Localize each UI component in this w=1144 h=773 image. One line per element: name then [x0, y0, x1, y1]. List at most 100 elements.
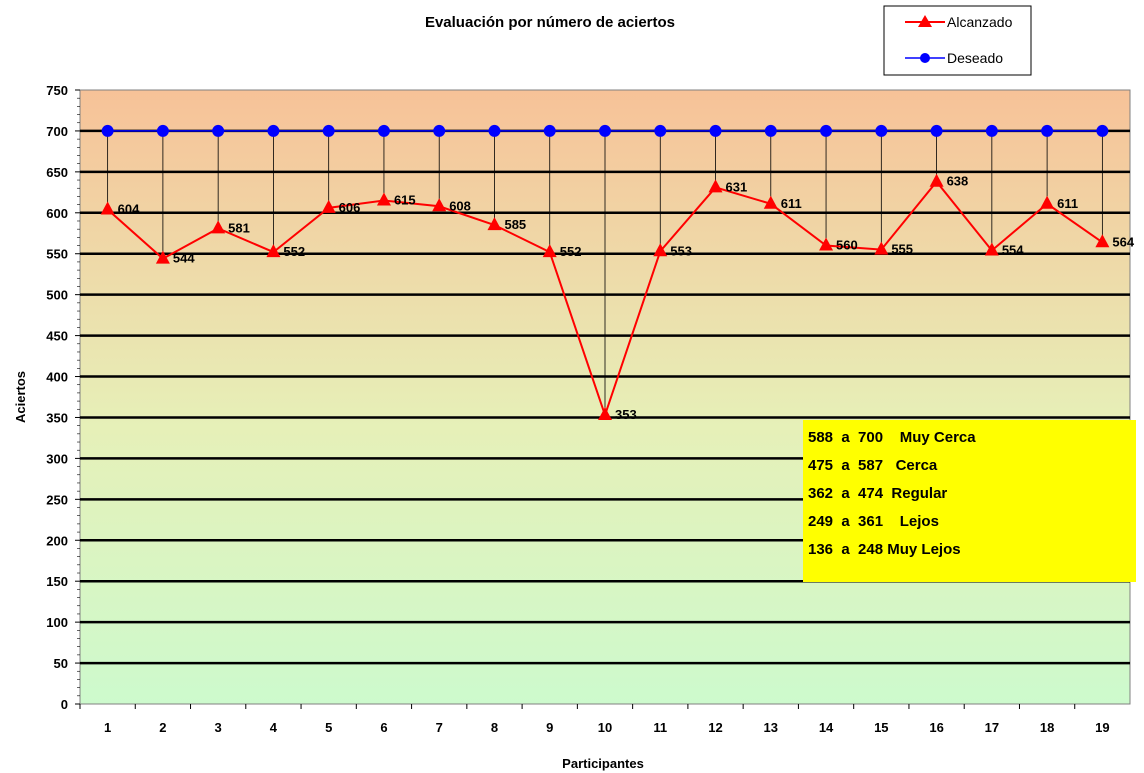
legend-alcanzado-marker — [918, 15, 932, 27]
point-alcanzado — [211, 220, 226, 234]
x-tick-label: 3 — [215, 720, 222, 735]
series-alcanzado — [100, 173, 1110, 421]
x-tick-label: 19 — [1095, 720, 1109, 735]
scale-line: 362 a 474 Regular — [808, 485, 947, 502]
x-tick-label: 4 — [270, 720, 278, 735]
x-tick-label: 16 — [929, 720, 943, 735]
point-deseado — [599, 124, 611, 137]
point-deseado — [322, 124, 335, 137]
point-alcanzado — [984, 242, 999, 256]
point-alcanzado — [874, 241, 889, 255]
data-label: 585 — [504, 217, 526, 232]
point-deseado — [709, 124, 722, 137]
legend-alcanzado-label: Alcanzado — [947, 14, 1013, 30]
drop-lines — [107, 130, 1103, 416]
x-tick-label: 10 — [598, 720, 612, 735]
y-tick-label: 0 — [61, 697, 68, 712]
data-label: 353 — [615, 407, 637, 422]
scale-box-background — [803, 420, 1136, 582]
x-tick-label: 2 — [159, 720, 166, 735]
point-deseado — [433, 124, 446, 137]
point-alcanzado — [1040, 195, 1055, 209]
y-tick-label: 250 — [46, 492, 68, 507]
scale-line: 588 a 700 Muy Cerca — [808, 429, 976, 446]
data-label: 553 — [670, 243, 692, 258]
y-tick-label: 550 — [46, 247, 68, 262]
point-alcanzado — [266, 244, 281, 258]
x-tick-labels: 1 2 3 4 5 6 7 8 9 10 11 12 13 14 15 16 17 18 19 — [79, 704, 1110, 735]
point-alcanzado — [376, 192, 391, 206]
legend-deseado-marker — [920, 53, 930, 63]
y-tick-label: 650 — [46, 165, 68, 180]
point-deseado — [930, 124, 943, 137]
x-tick-label: 9 — [546, 720, 553, 735]
point-alcanzado — [819, 237, 834, 251]
y-tick-labels: 0 50 100 150 200 250 300 350 400 450 500 550 600 650 7… — [46, 83, 68, 712]
point-deseado — [875, 124, 888, 137]
y-tick-label: 350 — [46, 410, 68, 425]
y-tick-label: 450 — [46, 329, 68, 344]
x-tick-label: 5 — [325, 720, 332, 735]
x-axis-label: Participantes — [562, 756, 644, 771]
series-deseado — [101, 124, 1109, 137]
point-alcanzado — [321, 199, 336, 213]
point-deseado — [488, 124, 501, 137]
y-tick-label: 50 — [54, 656, 68, 671]
legend-box — [883, 5, 1032, 76]
point-deseado — [212, 124, 225, 137]
point-deseado — [101, 124, 114, 137]
point-alcanzado — [1095, 234, 1110, 248]
point-deseado — [985, 124, 998, 137]
point-alcanzado — [763, 195, 778, 209]
data-label: 555 — [891, 242, 913, 257]
point-alcanzado — [155, 250, 170, 264]
point-deseado — [1041, 124, 1054, 137]
point-alcanzado — [598, 407, 612, 421]
y-tick-label: 100 — [46, 615, 68, 630]
x-tick-label: 17 — [985, 720, 999, 735]
x-tick-label: 11 — [653, 720, 667, 735]
x-tick-label: 8 — [491, 720, 498, 735]
scale-line: 136 a 248 Muy Lejos — [808, 541, 961, 558]
point-alcanzado — [653, 243, 668, 257]
x-tick-label: 6 — [380, 720, 387, 735]
x-tick-label: 12 — [708, 720, 722, 735]
y-tick-label: 750 — [46, 83, 68, 98]
point-alcanzado — [929, 173, 944, 187]
x-tick-label: 13 — [764, 720, 778, 735]
data-label: 611 — [781, 196, 802, 211]
point-alcanzado — [708, 179, 723, 193]
data-label: 611 — [1057, 196, 1078, 211]
data-label: 631 — [726, 179, 748, 194]
y-tick-label: 200 — [46, 533, 68, 548]
y-axis-label: Aciertos — [13, 371, 28, 423]
y-tick-label: 400 — [46, 370, 68, 385]
legend: Alcanzado Deseado — [883, 5, 1032, 76]
data-label: 554 — [1002, 242, 1024, 257]
data-label: 581 — [228, 220, 250, 235]
data-label: 615 — [394, 193, 416, 208]
point-deseado — [654, 124, 667, 137]
data-labels: 604 544 581 552 606 615 608 585 552 353 553 631 611 5… — [118, 174, 1135, 422]
point-alcanzado — [100, 201, 115, 215]
data-label: 608 — [449, 198, 471, 213]
x-tick-label: 7 — [436, 720, 443, 735]
data-label: 604 — [118, 202, 140, 217]
data-label: 564 — [1112, 234, 1134, 249]
point-alcanzado — [432, 198, 447, 212]
y-tick-label: 300 — [46, 451, 68, 466]
data-label: 552 — [283, 244, 305, 259]
point-deseado — [1096, 124, 1109, 137]
scale-line: 249 a 361 Lejos — [808, 513, 939, 530]
point-alcanzado — [487, 217, 502, 231]
point-deseado — [267, 124, 280, 137]
y-tick-label: 150 — [46, 574, 68, 589]
x-tick-label: 15 — [874, 720, 888, 735]
y-tick-label: 600 — [46, 206, 68, 221]
data-label: 552 — [560, 244, 582, 259]
point-deseado — [543, 124, 556, 137]
data-label: 544 — [173, 251, 195, 266]
y-tick-label: 500 — [46, 288, 68, 303]
data-label: 606 — [339, 200, 361, 215]
